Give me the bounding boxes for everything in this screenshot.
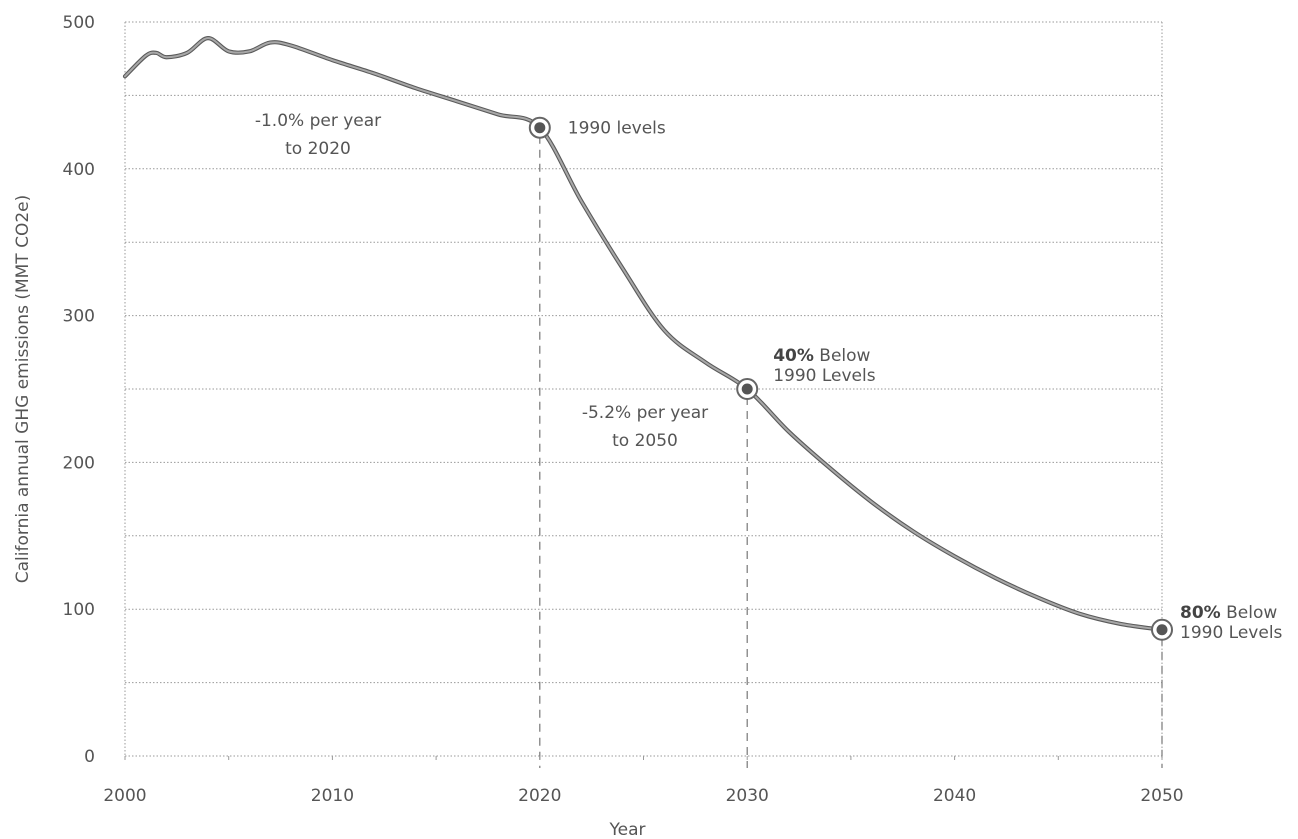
marker-dot-2050 — [1156, 624, 1168, 636]
x-tick-label-2010: 2010 — [311, 786, 354, 806]
y-tick-label-400: 400 — [63, 160, 95, 180]
marker-label-2050-line2: 1990 Levels — [1180, 623, 1283, 643]
marker-dot-2030 — [741, 383, 753, 395]
y-tick-label-200: 200 — [63, 453, 95, 473]
x-tick-label-2040: 2040 — [933, 786, 976, 806]
x-tick-label-2050: 2050 — [1140, 786, 1183, 806]
rate-annotation-1-line1: -1.0% per year — [255, 111, 381, 131]
y-tick-label-500: 500 — [63, 13, 95, 33]
y-tick-label-0: 0 — [84, 747, 95, 767]
y-axis-title: California annual GHG emissions (MMT CO2… — [13, 195, 33, 583]
x-axis-title: Year — [609, 820, 646, 839]
x-tick-label-2030: 2030 — [726, 786, 769, 806]
y-tick-label-100: 100 — [63, 600, 95, 620]
x-tick-label-2020: 2020 — [518, 786, 561, 806]
marker-label-2050-line1: 80% Below — [1180, 603, 1277, 623]
marker-layer — [528, 116, 1173, 641]
marker-label-2050-below: Below — [1221, 603, 1278, 623]
guide-lines — [539, 135, 1163, 768]
marker-label-2030-line2: 1990 Levels — [773, 366, 876, 386]
marker-label-2030-line1: 40% Below — [773, 346, 870, 366]
y-tick-label-300: 300 — [63, 307, 95, 327]
axis-ticks: 0 100 200 300 400 500 2000 2010 2020 2030 2040 2050 — [63, 13, 1184, 806]
marker-label-2030-below: Below — [814, 346, 871, 366]
rate-annotation-2-line2: to 2050 — [612, 431, 678, 451]
marker-label-2020: 1990 levels — [568, 119, 666, 139]
rate-annotation-1-line2: to 2020 — [285, 139, 351, 159]
marker-label-2030-percent: 40% — [773, 346, 814, 366]
rate-annotation-2-line1: -5.2% per year — [582, 403, 708, 423]
marker-dot-2020 — [534, 122, 546, 134]
grid-lines — [124, 21, 1163, 757]
x-tick-label-2000: 2000 — [103, 786, 146, 806]
marker-label-2050-percent: 80% — [1180, 603, 1221, 623]
